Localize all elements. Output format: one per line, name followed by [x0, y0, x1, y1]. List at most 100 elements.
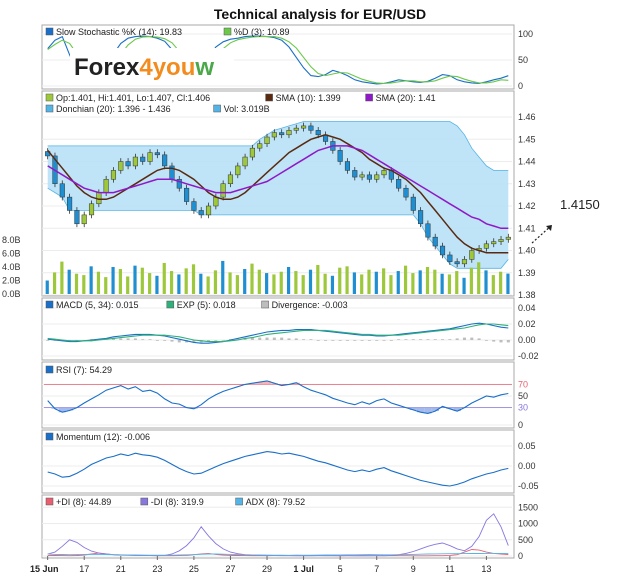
candle-body	[242, 156, 248, 167]
legend-swatch	[365, 93, 373, 102]
x-tick-label: 5	[338, 564, 343, 574]
x-tick-label: 25	[189, 564, 199, 574]
momentum-line	[47, 451, 509, 487]
volume-bar	[89, 266, 93, 294]
candle-body	[425, 223, 431, 238]
volume-bar	[243, 269, 247, 294]
legend-swatch	[45, 365, 54, 374]
volume-bar	[235, 275, 239, 294]
volume-bar	[455, 271, 459, 294]
divergence-bar	[141, 339, 145, 340]
volume-bar	[484, 270, 488, 294]
volume-bar	[389, 275, 393, 294]
y-tick-label: 1.44	[518, 157, 536, 167]
candle-body	[498, 239, 504, 242]
rsi-oversold-fill	[58, 407, 66, 413]
y-tick-label: 1.42	[518, 201, 536, 211]
divergence-bar	[324, 340, 328, 341]
donchian-lower-line	[47, 187, 509, 269]
divergence-bar	[236, 338, 240, 340]
y-tick-label: 0	[518, 81, 523, 91]
volume-bar	[184, 268, 188, 294]
panel-legends: Slow Stochastic %K (14): 19.83 %D (3): 10…	[45, 27, 436, 507]
divergence-bar	[331, 340, 335, 341]
x-tick-label: 7	[374, 564, 379, 574]
candle-body	[176, 179, 182, 189]
divergence-bar	[499, 340, 503, 343]
divergence-bar	[441, 339, 445, 340]
candle-body	[447, 254, 453, 262]
legend-swatch	[45, 432, 54, 441]
rsi-overbought-fill	[248, 383, 257, 385]
donchian-upper-line	[47, 121, 509, 171]
volume-bar	[104, 277, 108, 294]
legend-swatch	[235, 497, 243, 506]
x-tick-label: 21	[116, 564, 126, 574]
divergence-bar	[287, 338, 291, 340]
legend-entry: Op:1.401, Hi:1.401, Lo:1.407, Cl:1.406	[56, 93, 210, 103]
volume-bar	[272, 274, 276, 294]
volume-bar	[250, 263, 254, 294]
adx-line	[47, 552, 509, 556]
annotation-arrowhead	[546, 225, 552, 231]
rsi-oversold-fill	[446, 407, 454, 409]
forex4you-logo: Forex4youw	[70, 48, 234, 82]
x-tick-label: 1 Jul	[293, 564, 314, 574]
y-tick-label: 0.05	[518, 441, 536, 451]
divergence-bar	[214, 340, 218, 341]
volume-bar	[67, 269, 71, 294]
divergence-bar	[309, 339, 313, 340]
rsi-oversold-fill	[453, 407, 461, 412]
x-tick-label: 17	[79, 564, 89, 574]
rsi-overbought-fill	[270, 383, 279, 385]
divergence-bar	[411, 339, 415, 340]
divergence-bar	[382, 340, 386, 341]
divergence-bar	[126, 338, 130, 340]
volume-bar	[96, 271, 101, 294]
legend-entry: MACD (5, 34): 0.015	[56, 300, 139, 310]
y-tick-label: 0	[518, 551, 523, 561]
volume-bar	[323, 273, 327, 294]
divergence-bar	[470, 337, 474, 340]
volume-bar	[374, 271, 378, 294]
divergence-bar	[163, 340, 167, 341]
legend-swatch	[45, 300, 54, 309]
y-tick-label: 1.43	[518, 179, 536, 189]
svg-text:Forex4youw: Forex4youw	[74, 54, 214, 81]
y-tick-label: 0.02	[518, 319, 536, 329]
candle-body	[469, 250, 475, 260]
divergence-bar	[462, 337, 466, 340]
candle-body	[147, 152, 153, 162]
candle-body	[344, 161, 351, 171]
candle-body	[257, 143, 263, 149]
legend-swatch	[45, 27, 54, 36]
candle-body	[352, 170, 358, 178]
volume-bar	[469, 267, 473, 294]
y-tick-label: 0.00	[518, 461, 536, 471]
volume-bar	[74, 273, 79, 294]
divergence-bar	[272, 337, 276, 340]
legend-swatch	[261, 300, 269, 309]
volume-bar	[169, 271, 174, 294]
logo-text-forex: Forex	[74, 54, 140, 81]
volume-bar	[140, 267, 144, 294]
volume-tick-label: 8.0B	[2, 235, 21, 245]
candle-body	[184, 187, 190, 202]
candle-body	[308, 125, 314, 131]
divergence-bar	[389, 340, 393, 341]
volume-bar	[82, 275, 86, 294]
candle-body	[418, 210, 424, 225]
candle-body	[410, 196, 416, 211]
rsi-overbought-fill	[292, 382, 300, 385]
volume-bar	[228, 272, 232, 294]
y-tick-label: 1.45	[518, 134, 536, 144]
volume-tick-label: 6.0B	[2, 249, 21, 259]
divergence-bar	[397, 339, 401, 340]
volume-bar	[133, 265, 137, 294]
divergence-bar	[192, 340, 196, 343]
rsi-line	[47, 380, 509, 414]
divergence-bar	[294, 338, 298, 340]
divergence-bar	[484, 340, 488, 341]
divergence-bar	[345, 340, 349, 341]
